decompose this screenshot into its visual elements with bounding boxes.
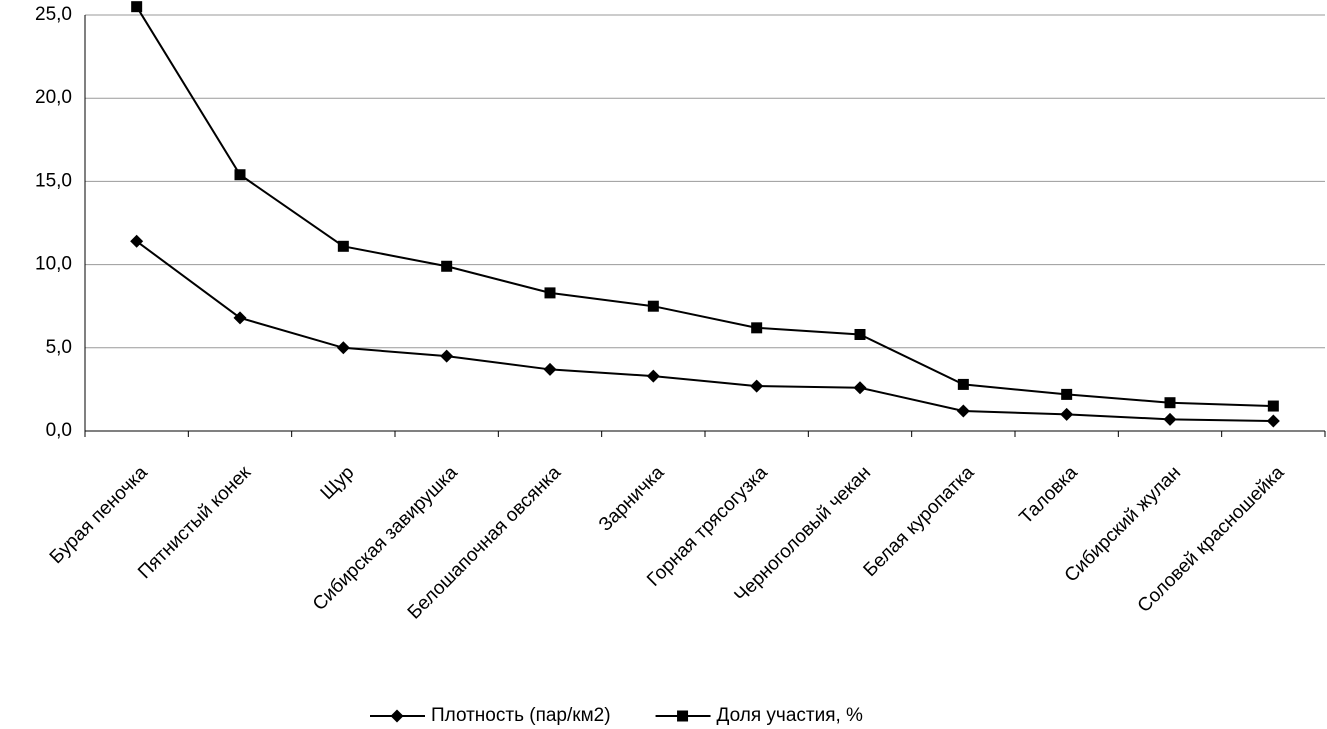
marker — [1060, 407, 1074, 421]
marker — [234, 169, 246, 181]
marker — [130, 234, 144, 248]
marker — [1266, 414, 1280, 428]
marker — [677, 710, 689, 722]
marker — [390, 709, 404, 723]
y-tick-label: 15,0 — [35, 170, 72, 191]
marker — [854, 328, 866, 340]
x-tick-label: Щур — [317, 462, 359, 504]
marker — [441, 260, 453, 272]
marker — [751, 322, 763, 334]
marker — [336, 341, 350, 355]
marker — [1164, 397, 1176, 409]
x-tick-label: Зарничка — [595, 462, 669, 536]
legend: Плотность (пар/км2) Доля участия, % — [370, 705, 863, 726]
x-tick-label: Белая куропатка — [860, 462, 979, 581]
marker — [956, 404, 970, 418]
y-tick-label: 0,0 — [46, 420, 72, 441]
marker — [1061, 388, 1073, 400]
x-tick-label: Пятнистый конек — [134, 462, 255, 583]
y-tick-label: 20,0 — [35, 87, 72, 108]
series-line — [135, 6, 1274, 408]
x-tick-label: Сибирский жулан — [1061, 462, 1185, 586]
marker — [337, 240, 349, 252]
marker — [233, 311, 247, 325]
marker — [1163, 412, 1177, 426]
marker — [440, 349, 454, 363]
marker — [543, 362, 557, 376]
marker — [647, 300, 659, 312]
marker — [853, 381, 867, 395]
x-tick-label: Таловка — [1016, 462, 1082, 528]
marker — [957, 378, 969, 390]
marker — [544, 287, 556, 299]
y-tick-label: 25,0 — [35, 4, 72, 25]
legend-label: Плотность (пар/км2) — [431, 705, 611, 726]
x-tick-label: Бурая пеночка — [46, 462, 152, 568]
marker — [131, 1, 143, 13]
series-line — [136, 240, 1274, 423]
marker — [750, 379, 764, 393]
y-tick-label: 10,0 — [35, 254, 72, 275]
y-tick-label: 5,0 — [46, 337, 72, 358]
legend-label: Доля участия, % — [717, 705, 864, 726]
marker — [646, 369, 660, 383]
marker — [1267, 400, 1279, 412]
